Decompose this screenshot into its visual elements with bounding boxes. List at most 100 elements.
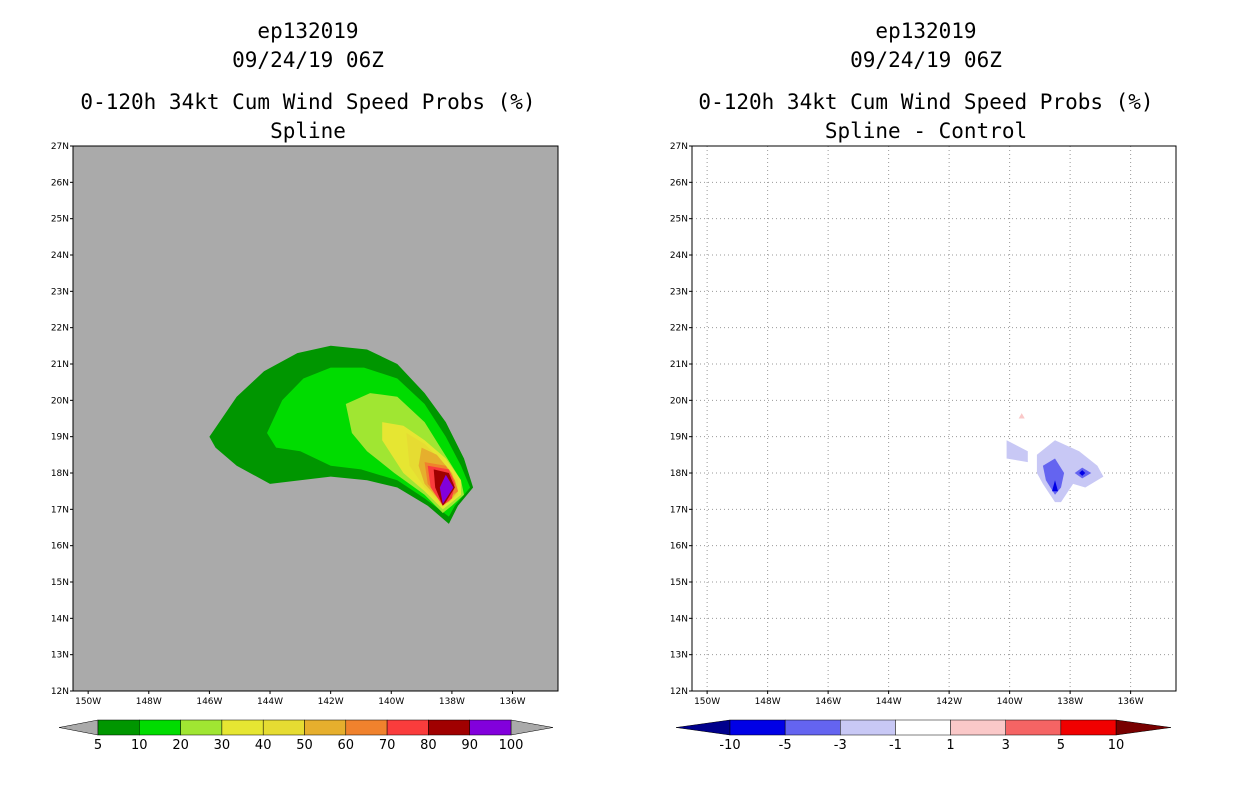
colorbar-label: 20 <box>172 738 189 753</box>
x-tick-label: 138W <box>1057 697 1083 707</box>
plot-frame <box>72 145 559 692</box>
colorbar-label: 40 <box>255 738 272 753</box>
y-tick-label: 23N <box>51 287 69 297</box>
colorbar-label: 5 <box>94 738 102 753</box>
colorbar-swatch <box>221 719 264 736</box>
right-colorbar: -10 -5 -3 -1 1 3 5 10 <box>675 719 1172 753</box>
colorbar-arrow-left <box>675 719 731 736</box>
plot-background <box>692 146 1176 691</box>
contour-level-neg3-2 <box>1042 458 1065 495</box>
y-tick-label: 25N <box>670 215 688 225</box>
x-tick-label: 146W <box>196 697 222 707</box>
colorbar-swatch <box>97 719 140 736</box>
colorbar-arrow-left <box>58 719 99 736</box>
y-tick-label: 15N <box>670 578 688 588</box>
left-probability-map: 12N 13N 14N 15N 16N 17N 18N 19N 20N 21N 22N 23N 24N 2… <box>51 142 559 707</box>
y-tick-label: 12N <box>670 687 688 697</box>
x-tick-label: 150W <box>75 697 101 707</box>
y-tick-label: 17N <box>670 505 688 515</box>
y-tick-label: 25N <box>51 215 69 225</box>
colorbar-swatch <box>304 719 347 736</box>
y-tick-label: 19N <box>51 433 69 443</box>
colorbar-swatch <box>386 719 429 736</box>
colorbar-swatch <box>180 719 223 736</box>
y-tick-label: 27N <box>51 142 69 152</box>
colorbar-label: 60 <box>338 738 355 753</box>
y-tick-label: 14N <box>51 614 69 624</box>
colorbar-label: 100 <box>499 738 524 753</box>
y-tick-label: 22N <box>670 324 688 334</box>
y-tick-label: 21N <box>51 360 69 370</box>
y-tick-label: 26N <box>51 178 69 188</box>
y-tick-label: 21N <box>670 360 688 370</box>
x-tick-label: 136W <box>1118 697 1144 707</box>
y-tick-label: 18N <box>670 469 688 479</box>
x-tick-label: 142W <box>318 697 344 707</box>
right-product: 0-120h 34kt Cum Wind Speed Probs (%) <box>698 90 1154 114</box>
right-difference-map: 12N 13N 14N 15N 16N 17N 18N 19N 20N 21N 22N 23N 24N 2… <box>670 142 1177 707</box>
colorbar-label: 5 <box>1057 738 1065 753</box>
colorbar-label: 50 <box>296 738 313 753</box>
right-datetime: 09/24/19 06Z <box>850 48 1002 72</box>
y-tick-label: 14N <box>670 614 688 624</box>
y-tick-label: 24N <box>670 251 688 261</box>
colorbar-label: -3 <box>834 738 847 753</box>
colorbar-label: 90 <box>461 738 478 753</box>
colorbar-label: 10 <box>1108 738 1125 753</box>
y-tick-label: 19N <box>670 433 688 443</box>
x-tick-label: 140W <box>997 697 1023 707</box>
left-product: 0-120h 34kt Cum Wind Speed Probs (%) <box>80 90 536 114</box>
y-tick-label: 15N <box>51 578 69 588</box>
y-tick-label: 18N <box>51 469 69 479</box>
contour-level-neg5-4 <box>1052 480 1058 492</box>
colorbar-label: -1 <box>889 738 902 753</box>
colorbar-label: 3 <box>1002 738 1010 753</box>
colorbar-swatch <box>950 719 1006 736</box>
y-tick-label: 13N <box>51 651 69 661</box>
x-tick-label: 138W <box>439 697 465 707</box>
y-tick-label: 20N <box>670 396 688 406</box>
contour-level-1-6 <box>1018 413 1025 419</box>
y-tick-label: 20N <box>51 396 69 406</box>
left-method: Spline <box>270 119 346 143</box>
colorbar-swatch <box>1005 719 1062 736</box>
contour-level-neg1-0 <box>1006 440 1028 463</box>
colorbar-label: 70 <box>379 738 396 753</box>
colorbar-swatch <box>840 719 896 736</box>
colorbar-swatch <box>1060 719 1117 736</box>
colorbar-swatch <box>784 719 841 736</box>
x-tick-label: 142W <box>936 697 962 707</box>
y-tick-label: 26N <box>670 178 688 188</box>
y-tick-label: 17N <box>51 505 69 515</box>
y-tick-label: 12N <box>51 687 69 697</box>
colorbar-swatch <box>345 719 388 736</box>
y-tick-label: 13N <box>670 651 688 661</box>
y-tick-label: 16N <box>51 542 69 552</box>
left-datetime: 09/24/19 06Z <box>232 48 384 72</box>
colorbar-label: 30 <box>214 738 231 753</box>
contour-level-neg5-5 <box>1079 470 1086 476</box>
colorbar-swatch <box>139 719 181 736</box>
y-tick-label: 22N <box>51 324 69 334</box>
y-tick-label: 27N <box>670 142 688 152</box>
left-colorbar: 5 10 20 30 40 50 60 70 80 90 100 <box>58 719 554 753</box>
colorbar-label: 1 <box>946 738 954 753</box>
contour-level-90-9 <box>439 474 454 504</box>
colorbar-swatch <box>469 719 512 736</box>
left-panel-subtitle: 0-120h 34kt Cum Wind Speed Probs (%) Spl… <box>28 88 588 146</box>
right-storm-id: ep132019 <box>875 19 977 43</box>
x-tick-label: 148W <box>755 697 781 707</box>
colorbar-swatch <box>895 719 951 736</box>
y-tick-label: 23N <box>670 287 688 297</box>
colorbar-label: 10 <box>131 738 148 753</box>
colorbar-label: -10 <box>719 738 740 753</box>
colorbar-label: -5 <box>779 738 792 753</box>
y-tick-label: 24N <box>51 251 69 261</box>
x-tick-label: 150W <box>694 697 720 707</box>
colorbar-swatch <box>729 719 786 736</box>
x-tick-label: 146W <box>815 697 841 707</box>
left-panel-title: ep132019 09/24/19 06Z <box>28 17 588 75</box>
x-tick-label: 136W <box>499 697 525 707</box>
right-panel-subtitle: 0-120h 34kt Cum Wind Speed Probs (%) Spl… <box>646 88 1206 146</box>
